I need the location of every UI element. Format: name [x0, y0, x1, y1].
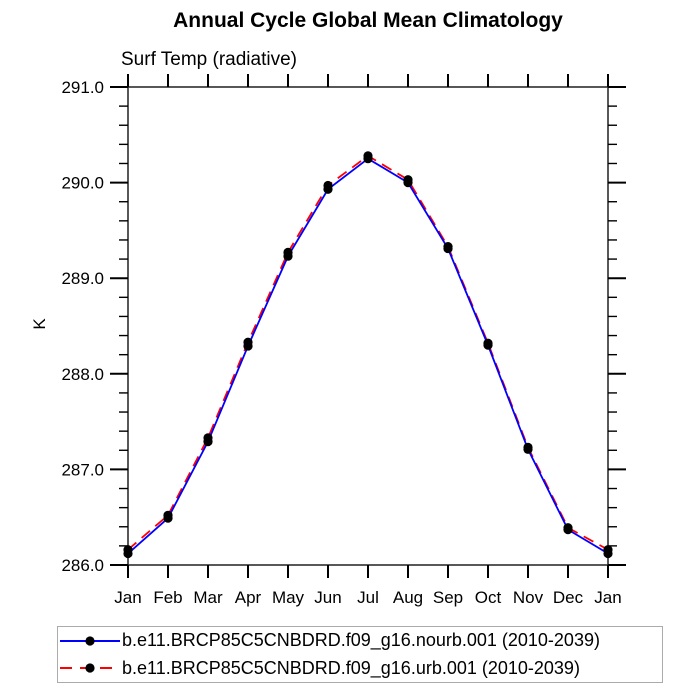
data-point-marker — [323, 180, 333, 191]
data-point-marker — [443, 242, 453, 252]
x-tick-label: Feb — [153, 588, 182, 607]
chart-subtitle: Surf Temp (radiative) — [121, 49, 297, 70]
y-tick-label: 291.0 — [61, 78, 104, 97]
x-tick-label: Mar — [193, 588, 223, 607]
x-tick-label: Nov — [513, 588, 544, 607]
legend-label: b.e11.BRCP85C5CNBDRD.f09_g16.nourb.001 (… — [122, 630, 600, 651]
x-tick-label: Sep — [433, 588, 463, 607]
data-point-marker — [603, 545, 613, 555]
y-tick-label: 286.0 — [61, 556, 104, 575]
data-point-marker — [363, 151, 373, 161]
x-tick-label: Jan — [114, 588, 141, 607]
series-line-nourb — [127, 157, 609, 555]
x-tick-label: Dec — [553, 588, 584, 607]
legend-marker-dot — [85, 663, 95, 673]
x-tick-label: Jun — [314, 588, 341, 607]
data-point-marker — [523, 442, 533, 453]
x-tick-label: Jul — [357, 588, 379, 607]
x-tick-label: Jan — [594, 588, 621, 607]
legend-item: b.e11.BRCP85C5CNBDRD.f09_g16.urb.001 (20… — [58, 655, 662, 683]
y-tick-label: 289.0 — [61, 269, 104, 288]
data-point-marker — [483, 338, 493, 348]
x-tick-label: Aug — [393, 588, 423, 607]
data-point-marker — [563, 523, 573, 533]
y-tick-label: 288.0 — [61, 365, 104, 384]
y-tick-label: 287.0 — [61, 460, 104, 479]
data-point-marker — [403, 175, 413, 185]
legend-label: b.e11.BRCP85C5CNBDRD.f09_g16.urb.001 (20… — [122, 657, 580, 678]
series-line-urb — [127, 154, 609, 551]
x-tick-label: Apr — [235, 588, 262, 607]
data-point-marker — [123, 545, 133, 555]
legend-marker-dot — [85, 636, 95, 646]
data-point-marker — [203, 433, 213, 443]
data-point-marker — [163, 510, 173, 520]
legend: b.e11.BRCP85C5CNBDRD.f09_g16.nourb.001 (… — [57, 626, 663, 683]
legend-item: b.e11.BRCP85C5CNBDRD.f09_g16.nourb.001 (… — [58, 627, 662, 655]
legend-line-sample — [60, 663, 120, 673]
x-tick-label: Oct — [475, 588, 502, 607]
data-point-marker — [283, 247, 293, 257]
data-point-marker — [243, 337, 253, 347]
chart-title: Annual Cycle Global Mean Climatology — [173, 9, 563, 32]
x-tick-label: May — [272, 588, 305, 607]
legend-line-sample — [60, 636, 120, 646]
y-tick-label: 290.0 — [61, 174, 104, 193]
